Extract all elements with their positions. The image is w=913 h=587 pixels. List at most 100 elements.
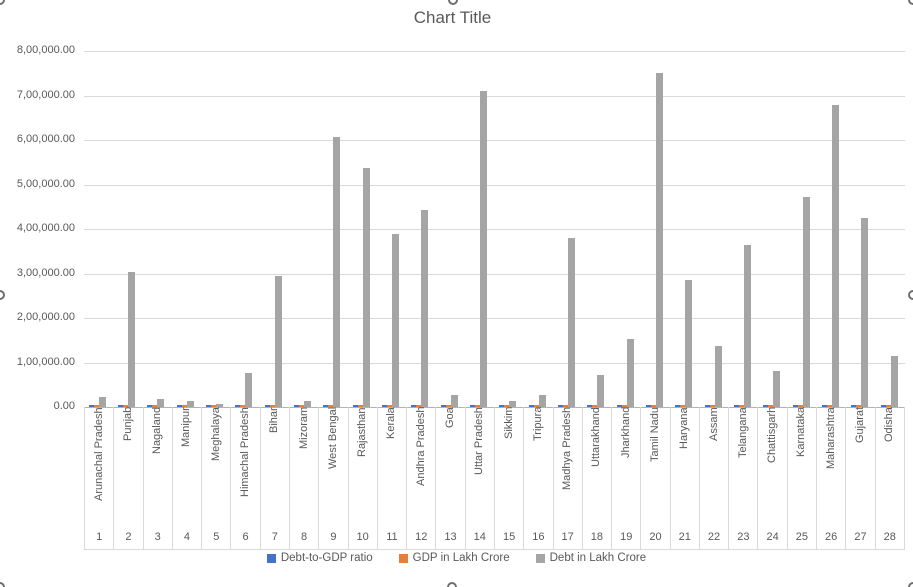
- bar-gdp-in-lakh-crore[interactable]: [738, 405, 744, 407]
- bar-debt-in-lakh-crore[interactable]: [685, 280, 693, 407]
- bar-debt-in-lakh-crore[interactable]: [479, 91, 487, 407]
- bar-debt-to-gdp-ratio[interactable]: [616, 405, 622, 407]
- selection-handle-top-left[interactable]: [0, 0, 5, 5]
- bar-gdp-in-lakh-crore[interactable]: [122, 405, 128, 407]
- bar-debt-in-lakh-crore[interactable]: [773, 371, 781, 407]
- bar-debt-to-gdp-ratio[interactable]: [469, 405, 475, 407]
- bar-debt-to-gdp-ratio[interactable]: [851, 405, 857, 407]
- bar-debt-to-gdp-ratio[interactable]: [264, 405, 270, 407]
- bar-gdp-in-lakh-crore[interactable]: [797, 405, 803, 407]
- bar-debt-in-lakh-crore[interactable]: [391, 234, 399, 407]
- bar-gdp-in-lakh-crore[interactable]: [533, 405, 539, 407]
- selection-handle-mid-left[interactable]: [0, 290, 5, 300]
- bar-gdp-in-lakh-crore[interactable]: [474, 405, 480, 407]
- bar-debt-in-lakh-crore[interactable]: [743, 245, 751, 407]
- bar-debt-in-lakh-crore[interactable]: [186, 401, 194, 407]
- selection-handle-top-right[interactable]: [908, 0, 913, 5]
- bar-debt-to-gdp-ratio[interactable]: [205, 405, 211, 407]
- selection-handle-bottom-center[interactable]: [447, 582, 457, 587]
- bar-gdp-in-lakh-crore[interactable]: [328, 405, 334, 407]
- bar-debt-to-gdp-ratio[interactable]: [763, 405, 769, 407]
- bar-debt-to-gdp-ratio[interactable]: [117, 405, 123, 407]
- bar-gdp-in-lakh-crore[interactable]: [357, 405, 363, 407]
- bar-debt-in-lakh-crore[interactable]: [509, 401, 517, 407]
- selection-handle-top-center[interactable]: [448, 0, 458, 5]
- bar-debt-in-lakh-crore[interactable]: [714, 346, 722, 407]
- bar-debt-to-gdp-ratio[interactable]: [235, 405, 241, 407]
- bar-debt-to-gdp-ratio[interactable]: [645, 405, 651, 407]
- bar-gdp-in-lakh-crore[interactable]: [445, 405, 451, 407]
- chart-title[interactable]: Chart Title: [413, 8, 492, 27]
- category-name-cell: Odisha: [876, 407, 905, 525]
- bar-debt-in-lakh-crore[interactable]: [274, 276, 282, 407]
- bar-debt-in-lakh-crore[interactable]: [567, 238, 575, 407]
- bar-debt-in-lakh-crore[interactable]: [538, 395, 546, 407]
- bar-debt-in-lakh-crore[interactable]: [333, 137, 341, 407]
- bar-gdp-in-lakh-crore[interactable]: [181, 405, 187, 407]
- bar-gdp-in-lakh-crore[interactable]: [680, 405, 686, 407]
- bar-debt-in-lakh-crore[interactable]: [215, 404, 223, 407]
- bar-gdp-in-lakh-crore[interactable]: [650, 405, 656, 407]
- bar-debt-to-gdp-ratio[interactable]: [704, 405, 710, 407]
- bar-debt-in-lakh-crore[interactable]: [127, 272, 135, 407]
- bar-gdp-in-lakh-crore[interactable]: [240, 405, 246, 407]
- bar-gdp-in-lakh-crore[interactable]: [504, 405, 510, 407]
- bar-debt-to-gdp-ratio[interactable]: [88, 405, 94, 407]
- legend-item[interactable]: Debt-to-GDP ratio: [266, 552, 373, 564]
- bar-debt-to-gdp-ratio[interactable]: [587, 405, 593, 407]
- bar-gdp-in-lakh-crore[interactable]: [885, 405, 891, 407]
- bar-debt-in-lakh-crore[interactable]: [421, 210, 429, 407]
- category-number-label: 4: [173, 525, 203, 549]
- plot-area[interactable]: [84, 51, 905, 408]
- bar-debt-to-gdp-ratio[interactable]: [176, 405, 182, 407]
- bar-debt-to-gdp-ratio[interactable]: [411, 405, 417, 407]
- bar-gdp-in-lakh-crore[interactable]: [93, 405, 99, 407]
- bar-debt-in-lakh-crore[interactable]: [626, 339, 634, 407]
- bar-gdp-in-lakh-crore[interactable]: [856, 405, 862, 407]
- bar-gdp-in-lakh-crore[interactable]: [592, 405, 598, 407]
- selection-handle-bottom-right[interactable]: [908, 582, 913, 587]
- bar-gdp-in-lakh-crore[interactable]: [416, 405, 422, 407]
- bar-gdp-in-lakh-crore[interactable]: [826, 405, 832, 407]
- bar-gdp-in-lakh-crore[interactable]: [709, 405, 715, 407]
- legend-item[interactable]: Debt in Lakh Crore: [535, 552, 646, 564]
- selection-handle-bottom-left[interactable]: [0, 582, 5, 587]
- bar-debt-to-gdp-ratio[interactable]: [499, 405, 505, 407]
- bar-debt-in-lakh-crore[interactable]: [157, 399, 165, 407]
- bar-gdp-in-lakh-crore[interactable]: [210, 405, 216, 407]
- selection-handle-mid-right[interactable]: [908, 290, 913, 300]
- bar-debt-in-lakh-crore[interactable]: [861, 218, 869, 407]
- legend-item[interactable]: GDP in Lakh Crore: [398, 552, 510, 564]
- bar-debt-in-lakh-crore[interactable]: [831, 105, 839, 407]
- bar-debt-to-gdp-ratio[interactable]: [733, 405, 739, 407]
- bar-debt-in-lakh-crore[interactable]: [98, 397, 106, 407]
- bar-debt-to-gdp-ratio[interactable]: [381, 405, 387, 407]
- bar-gdp-in-lakh-crore[interactable]: [621, 405, 627, 407]
- bar-debt-in-lakh-crore[interactable]: [802, 197, 810, 407]
- bar-debt-in-lakh-crore[interactable]: [245, 373, 253, 407]
- bar-gdp-in-lakh-crore[interactable]: [386, 405, 392, 407]
- bar-debt-to-gdp-ratio[interactable]: [352, 405, 358, 407]
- bar-gdp-in-lakh-crore[interactable]: [562, 405, 568, 407]
- bar-debt-to-gdp-ratio[interactable]: [792, 405, 798, 407]
- bar-debt-to-gdp-ratio[interactable]: [323, 405, 329, 407]
- bar-debt-in-lakh-crore[interactable]: [303, 401, 311, 407]
- bar-debt-to-gdp-ratio[interactable]: [528, 405, 534, 407]
- bar-debt-in-lakh-crore[interactable]: [362, 168, 370, 407]
- bar-debt-to-gdp-ratio[interactable]: [821, 405, 827, 407]
- bar-gdp-in-lakh-crore[interactable]: [269, 405, 275, 407]
- bar-debt-to-gdp-ratio[interactable]: [440, 405, 446, 407]
- bar-debt-in-lakh-crore[interactable]: [597, 375, 605, 407]
- bar-gdp-in-lakh-crore[interactable]: [768, 405, 774, 407]
- bar-debt-in-lakh-crore[interactable]: [450, 395, 458, 407]
- bar-debt-to-gdp-ratio[interactable]: [675, 405, 681, 407]
- bar-debt-in-lakh-crore[interactable]: [655, 73, 663, 407]
- bar-debt-to-gdp-ratio[interactable]: [880, 405, 886, 407]
- bar-gdp-in-lakh-crore[interactable]: [152, 405, 158, 407]
- bar-debt-to-gdp-ratio[interactable]: [147, 405, 153, 407]
- bar-debt-in-lakh-crore[interactable]: [890, 356, 898, 407]
- bar-debt-to-gdp-ratio[interactable]: [557, 405, 563, 407]
- bar-debt-to-gdp-ratio[interactable]: [293, 405, 299, 407]
- bar-gdp-in-lakh-crore[interactable]: [298, 405, 304, 407]
